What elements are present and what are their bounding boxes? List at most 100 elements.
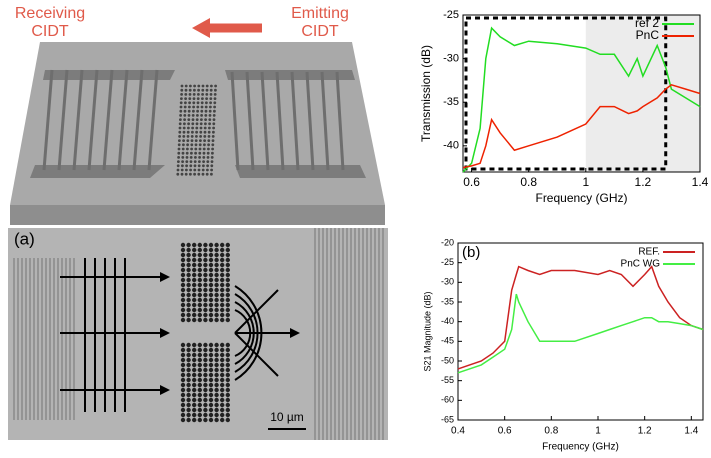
pnc-hole — [208, 392, 214, 398]
pnc-hole — [186, 402, 191, 408]
pnc-dot — [188, 101, 192, 105]
pnc-hole — [225, 402, 230, 408]
pnc-hole — [225, 382, 230, 388]
pnc-dot — [213, 101, 217, 105]
pnc-hole — [186, 247, 191, 253]
pnc-dot — [199, 130, 203, 134]
finger — [245, 71, 255, 171]
pnc-hole — [197, 397, 202, 403]
finger — [147, 69, 159, 171]
pnc-hole — [220, 262, 225, 268]
pnc-hole — [197, 262, 202, 268]
pnc-hole — [197, 402, 202, 408]
pnc-hole — [186, 377, 191, 383]
pnc-dot — [200, 118, 203, 121]
pnc-dot — [181, 156, 185, 159]
pnc-dot — [211, 143, 215, 147]
pnc-hole — [208, 357, 214, 363]
pnc-hole — [225, 312, 230, 318]
pnc-dot — [177, 151, 181, 155]
pnc-hole — [214, 287, 219, 293]
pnc-hole — [214, 372, 219, 378]
pnc-hole — [186, 282, 191, 288]
y-tick-label: -65 — [441, 414, 454, 424]
pnc-hole — [214, 282, 219, 288]
pnc-hole — [225, 282, 230, 288]
pnc-hole — [186, 307, 191, 313]
pnc-hole — [197, 407, 202, 413]
pnc-dot — [187, 122, 191, 126]
pnc-dot — [194, 147, 198, 151]
pnc-hole — [180, 307, 186, 313]
pnc-dot — [191, 118, 195, 121]
scale-bar-label: 10 µm — [270, 410, 304, 424]
pnc-dot — [179, 114, 183, 117]
pnc-dot — [195, 118, 199, 121]
pnc-hole — [186, 292, 191, 298]
pnc-hole — [208, 362, 214, 368]
pnc-hole — [192, 277, 197, 283]
pnc-hole — [197, 367, 202, 373]
pnc-hole — [186, 407, 191, 413]
pnc-hole — [186, 372, 191, 378]
pnc-dot — [200, 105, 204, 109]
pnc-hole — [225, 257, 230, 263]
pnc-hole — [192, 297, 197, 303]
pnc-dot — [182, 130, 186, 134]
pnc-dot — [209, 93, 213, 96]
finger — [72, 69, 84, 171]
x-tick-label: 0.6 — [498, 426, 512, 437]
y-tick-label: -20 — [441, 237, 454, 247]
pnc-hole — [225, 302, 230, 308]
pnc-hole — [180, 257, 186, 263]
pnc-dot — [184, 93, 188, 96]
pnc-dot — [193, 160, 197, 164]
finger — [57, 69, 69, 171]
pnc-dot — [180, 84, 184, 88]
pnc-hole — [180, 287, 186, 293]
series-line — [457, 293, 704, 374]
pnc-hole — [197, 312, 202, 318]
pnc-dot — [184, 101, 187, 105]
pnc-hole — [225, 387, 230, 393]
pnc-hole — [203, 357, 208, 363]
pnc-hole — [208, 252, 214, 258]
pnc-dot — [185, 151, 189, 155]
shaded-region — [585, 15, 700, 172]
pnc-dot — [183, 114, 187, 117]
pnc-hole — [208, 297, 214, 303]
pnc-dot — [186, 130, 190, 134]
pnc-hole — [180, 302, 186, 308]
pnc-dot — [203, 130, 207, 134]
pnc-dot — [185, 156, 189, 159]
pnc-hole — [220, 282, 225, 288]
pnc-hole — [180, 292, 186, 298]
pnc-hole — [220, 352, 225, 358]
pnc-hole — [208, 292, 214, 298]
pnc-dot — [194, 151, 198, 155]
pnc-hole — [220, 377, 225, 383]
pnc-hole — [220, 257, 225, 263]
pnc-hole — [192, 372, 197, 378]
y-tick-label: -40 — [441, 316, 454, 326]
pnc-hole — [186, 252, 191, 258]
pnc-dot — [182, 139, 186, 143]
pnc-hole — [186, 312, 191, 318]
pnc-hole — [192, 247, 197, 253]
pnc-dot — [188, 93, 192, 96]
pnc-hole — [192, 307, 197, 313]
pnc-hole — [180, 362, 186, 368]
pnc-dot — [204, 118, 208, 121]
pnc-hole — [220, 312, 225, 318]
pnc-hole — [186, 342, 191, 348]
finger — [320, 71, 330, 171]
pnc-hole — [192, 387, 197, 393]
pnc-hole — [197, 267, 202, 273]
pnc-dot — [207, 139, 211, 143]
pnc-hole — [192, 302, 197, 308]
pnc-hole — [225, 392, 230, 398]
pnc-hole — [214, 262, 219, 268]
pnc-hole — [214, 347, 219, 353]
pnc-hole — [186, 382, 191, 388]
pnc-hole — [225, 317, 230, 323]
